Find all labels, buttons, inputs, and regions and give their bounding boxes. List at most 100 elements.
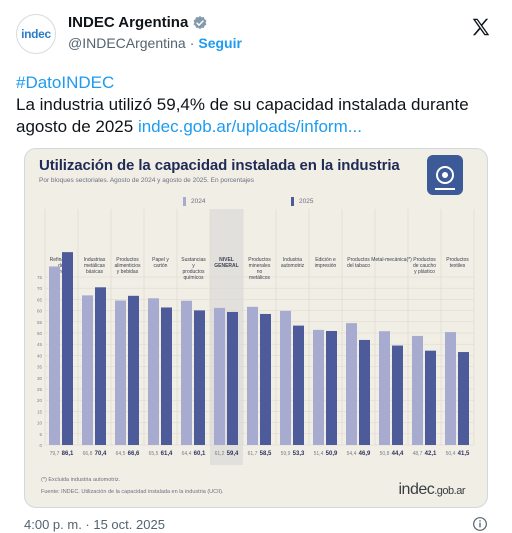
y-tick-label: 75 (37, 275, 43, 280)
bar-2025 (95, 287, 106, 445)
bar-2025 (425, 350, 436, 445)
tweet-body: La industria utilizó 59,4% de su capacid… (16, 95, 469, 136)
bar-2024 (346, 323, 357, 445)
legend-swatch-2024 (183, 197, 186, 206)
bar-2024 (49, 266, 60, 445)
data-label-2024: 64,4 (182, 451, 192, 457)
avatar-logo-text: indec (21, 27, 51, 41)
verified-badge-icon (193, 15, 207, 29)
separator: · (189, 35, 195, 51)
bar-2025 (227, 311, 238, 445)
bar-2024 (181, 300, 192, 445)
bar-2024 (247, 306, 258, 445)
category-label: Productos de caucho y plástico (413, 257, 436, 275)
bar-2025 (260, 313, 271, 445)
data-label-2025: 53,3 (293, 451, 305, 457)
source-note: Fuente: INDEC. Utilización de la capacid… (41, 489, 224, 495)
data-label-2024: 61,2 (215, 451, 225, 457)
infographic-image[interactable]: Utilización de la capacidad instalada en… (24, 148, 488, 508)
category-label: NIVEL GENERAL (214, 257, 238, 269)
infographic-title: Utilización de la capacidad instalada en… (39, 157, 400, 174)
bar-2024 (412, 335, 423, 445)
data-label-2024: 50,4 (446, 451, 456, 457)
bar-2025 (293, 325, 304, 445)
y-tick-label: 5 (39, 432, 42, 437)
bar-2025 (359, 339, 370, 445)
category-label: Papel y cartón (152, 257, 169, 269)
bar-2024 (214, 307, 225, 445)
y-tick-label: 35 (37, 365, 43, 370)
tweet-header: indec INDEC Argentina @INDECArgentina · … (16, 12, 496, 56)
y-tick-label: 65 (37, 297, 43, 302)
data-label-2025: 58,5 (260, 451, 272, 457)
bar-2025 (458, 352, 469, 445)
data-label-2025: 66,6 (128, 451, 140, 457)
category-label: Industria automotriz (281, 257, 305, 269)
data-label-2025: 42,1 (425, 451, 437, 457)
avatar[interactable]: indec (16, 14, 56, 54)
name-row: INDEC Argentina (68, 14, 208, 31)
data-label-2024: 79,7 (50, 451, 60, 457)
bar-2024 (82, 295, 93, 445)
indec-logo: indec.gob.ar (399, 481, 466, 499)
logo-domain: .gob.ar (434, 485, 465, 497)
data-label-2024: 61,7 (248, 451, 258, 457)
category-label: Sustancias y productos químicos (181, 257, 206, 281)
display-name[interactable]: INDEC Argentina (68, 14, 189, 31)
bar-2025 (326, 330, 337, 445)
y-tick-label: 60 (37, 309, 43, 314)
data-label-2025: 60,1 (194, 451, 206, 457)
data-label-2024: 64,5 (116, 451, 126, 457)
tweet-url-link[interactable]: indec.gob.ar/uploads/inform... (137, 117, 362, 136)
category-label: Productos del tabaco (347, 257, 370, 269)
data-label-2024: 50,8 (380, 451, 390, 457)
data-label-2024: 66,8 (83, 451, 93, 457)
handle[interactable]: @INDECArgentina (68, 35, 186, 51)
follow-button[interactable]: Seguir (198, 35, 242, 51)
bar-2025 (161, 307, 172, 445)
data-label-2025: 86,1 (62, 451, 74, 457)
category-label: Productos minerales no metálicos (248, 257, 271, 281)
tweet-text: #DatoINDEC La industria utilizó 59,4% de… (16, 72, 496, 138)
y-tick-label: 15 (37, 409, 43, 414)
handle-row: @INDECArgentina · Seguir (68, 35, 242, 51)
data-label-2025: 59,4 (227, 451, 239, 457)
bar-2024 (280, 310, 291, 445)
data-label-2025: 61,4 (161, 451, 173, 457)
y-tick-label: 45 (37, 342, 43, 347)
y-tick-label: 0 (39, 443, 42, 448)
y-tick-label: 25 (37, 387, 43, 392)
y-tick-label: 40 (37, 353, 43, 358)
category-label: Productos textiles (446, 257, 469, 269)
legend-2024: 2024 (183, 197, 205, 206)
footnote: (*) Excluida industria automotriz. (41, 477, 121, 483)
data-label-2025: 50,9 (326, 451, 338, 457)
legend-swatch-2025 (291, 197, 294, 206)
bar-2025 (128, 295, 139, 445)
data-label-2024: 59,9 (281, 451, 291, 457)
bar-2024 (148, 298, 159, 445)
bar-2025 (194, 310, 205, 445)
y-tick-label: 50 (37, 331, 43, 336)
data-label-2025: 70,4 (95, 451, 107, 457)
bar-2024 (313, 329, 324, 445)
data-label-2024: 65,5 (149, 451, 159, 457)
data-label-2024: 54,4 (347, 451, 357, 457)
data-label-2024: 51,4 (314, 451, 324, 457)
timestamp[interactable]: 4:00 p. m. · 15 oct. 2025 (24, 517, 165, 532)
category-label: Edición e impresión (315, 257, 337, 269)
data-label-2025: 44,4 (392, 451, 404, 457)
hashtag-link[interactable]: #DatoINDEC (16, 73, 115, 92)
legend-label-2024: 2024 (191, 198, 206, 205)
category-label: Metal-mecánica(*) (371, 257, 412, 263)
bar-2024 (115, 300, 126, 445)
legend-2025: 2025 (291, 197, 313, 206)
x-logo-icon[interactable] (470, 16, 492, 38)
logo-main: indec (398, 481, 435, 498)
info-icon[interactable] (472, 516, 488, 532)
bar-2024 (445, 332, 456, 445)
bar-2024 (379, 331, 390, 445)
y-tick-label: 55 (37, 320, 43, 325)
bar-chart: 0 5 10 15 20 25 30 35 40 45 50 55 60 65 70 75 Refinación… (37, 209, 475, 465)
data-label-2025: 41,5 (458, 451, 470, 457)
